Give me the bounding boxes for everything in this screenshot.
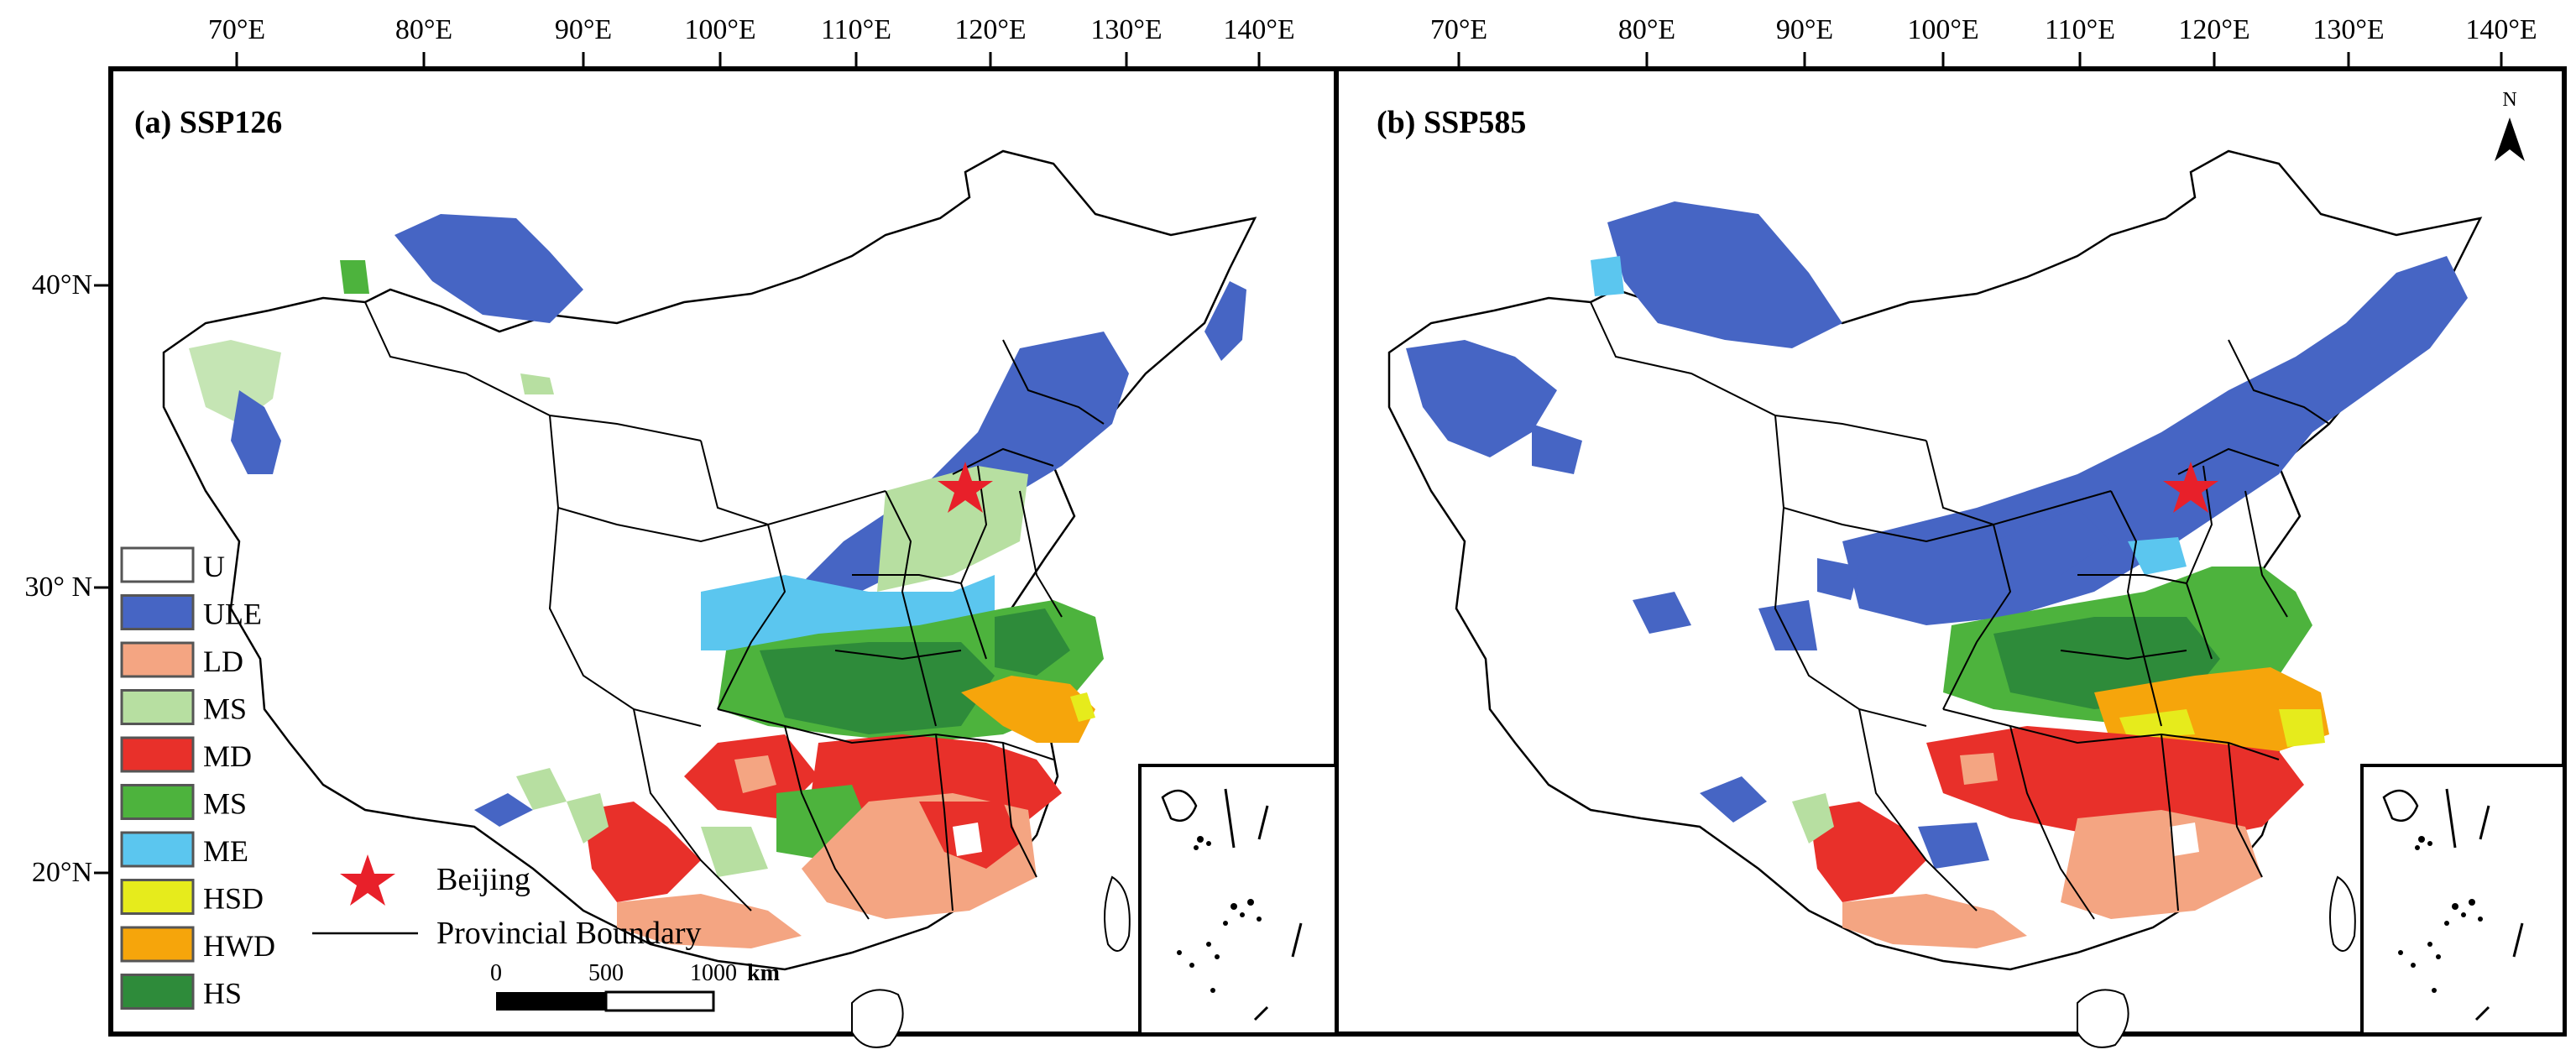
- legend-label: HS: [203, 977, 242, 1011]
- north-arrow-icon: N: [2495, 89, 2525, 161]
- scale-tick: 500: [588, 960, 624, 986]
- scale-tick: 0: [490, 960, 502, 986]
- lon-axis-b: 70°E 80°E 90°E 100°E 110°E 120°E 130°E 1…: [1430, 14, 2537, 45]
- legend-beijing: Beijing: [340, 854, 530, 906]
- beijing-star-icon: [938, 462, 993, 513]
- lat-label: 40°N: [32, 269, 92, 300]
- legend-boundary: Provincial Boundary: [312, 916, 702, 951]
- legend-swatch-hwd: [120, 926, 195, 963]
- lat-label: 20°N: [32, 857, 92, 888]
- legend-label: MS: [203, 787, 247, 821]
- lon-label: 90°E: [555, 14, 612, 45]
- legend-label: MS: [203, 692, 247, 726]
- lon-label: 90°E: [1776, 14, 1833, 45]
- panel-a-title: (a) SSP126: [134, 105, 282, 140]
- beijing-legend-star-icon: [340, 854, 395, 906]
- legend: U ULE LD MS MD MS ME HSD HWD HS: [120, 546, 275, 1011]
- legend-swatch-ule: [120, 594, 195, 630]
- scale-tick: 1000: [690, 960, 737, 986]
- lon-label: 80°E: [395, 14, 452, 45]
- panel-b-title: (b) SSP585: [1377, 105, 1526, 140]
- lon-label: 120°E: [2178, 14, 2249, 45]
- legend-label: HWD: [203, 929, 275, 963]
- legend-swatch-me: [120, 831, 195, 868]
- legend-label: LD: [203, 645, 243, 678]
- lon-label: 70°E: [1430, 14, 1487, 45]
- inset-b: [2360, 764, 2566, 1036]
- lon-label: 140°E: [2465, 14, 2537, 45]
- lon-label: 80°E: [1618, 14, 1675, 45]
- legend-label: ULE: [203, 598, 262, 631]
- lon-label: 100°E: [684, 14, 755, 45]
- legend-swatch-hs: [120, 974, 195, 1010]
- lat-axis: 40°N 30° N 20°N: [24, 269, 92, 888]
- lon-label: 110°E: [2045, 14, 2115, 45]
- inset-a: [1138, 764, 1338, 1036]
- legend-label: HSD: [203, 882, 264, 916]
- lon-label: 110°E: [821, 14, 891, 45]
- lon-label: 70°E: [208, 14, 265, 45]
- legend-label: ME: [203, 834, 248, 868]
- map-b: [1387, 149, 2482, 1048]
- beijing-star-icon: [2163, 462, 2218, 513]
- legend-swatch-md: [120, 736, 195, 773]
- lon-label: 130°E: [2312, 14, 2384, 45]
- map-a: [162, 149, 1257, 1048]
- legend-boundary-label: Provincial Boundary: [436, 916, 702, 951]
- lon-label: 120°E: [954, 14, 1026, 45]
- legend-swatch-ld: [120, 641, 195, 678]
- lat-label: 30° N: [24, 572, 92, 603]
- panel-b-frame: [1334, 66, 2567, 1037]
- lon-axis-a: 70°E 80°E 90°E 100°E 110°E 120°E 130°E 1…: [208, 14, 1295, 45]
- legend-swatch-ms: [120, 784, 195, 820]
- legend-swatch-hsd: [120, 879, 195, 915]
- north-arrow-label: N: [2502, 89, 2516, 111]
- legend-label: U: [203, 550, 225, 583]
- legend-swatch-ms: [120, 689, 195, 725]
- lon-label: 100°E: [1907, 14, 1978, 45]
- scale-unit: km: [747, 960, 780, 986]
- scale-bar: 0 500 1000 km: [490, 960, 780, 1012]
- lon-label: 140°E: [1223, 14, 1294, 45]
- legend-swatch-u: [120, 546, 195, 583]
- legend-label: MD: [203, 739, 252, 773]
- lon-label: 130°E: [1090, 14, 1162, 45]
- legend-beijing-label: Beijing: [436, 862, 530, 897]
